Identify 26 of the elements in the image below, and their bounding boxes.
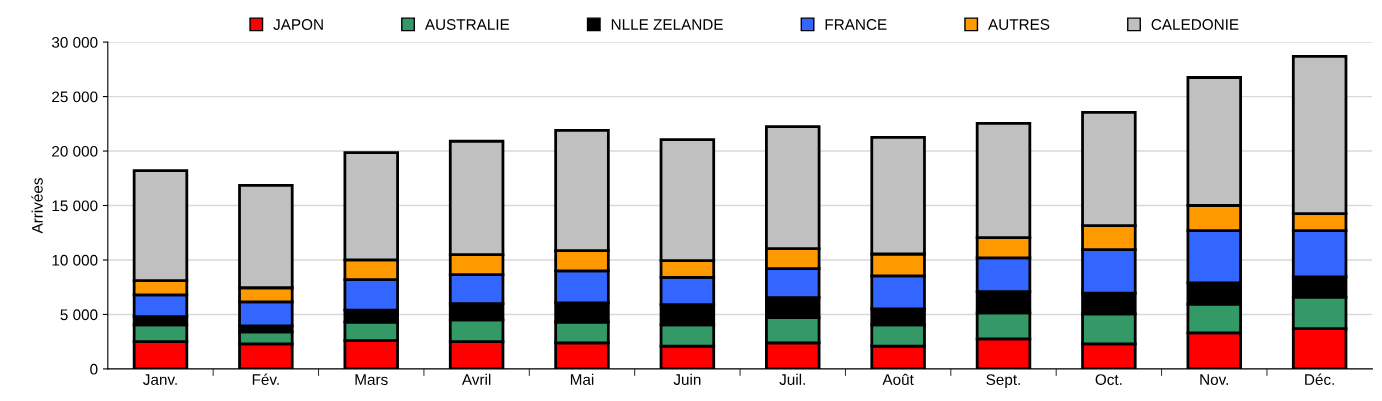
y-tick-label: 10 000 [52, 254, 98, 266]
x-tick-label: Mars [355, 374, 388, 385]
y-tick-label: 20 000 [52, 145, 98, 157]
x-tick-label: Juin [673, 373, 701, 385]
x-tick-label: Fév. [252, 373, 279, 385]
legend-label: FRANCE [825, 19, 887, 30]
x-tick-label: Avril [461, 373, 491, 385]
y-tick-label: 15 000 [52, 200, 98, 212]
y-tick-label: 0 [90, 363, 98, 375]
x-tick-label: Nov. [1200, 374, 1229, 385]
legend-label: AUTRES [988, 19, 1050, 30]
x-tick-label: Janv. [143, 374, 177, 385]
y-tick-label: 25 000 [52, 91, 98, 103]
legend-label: NLLE ZELANDE [611, 19, 723, 30]
legend-label: CALEDONIE [1151, 19, 1239, 30]
x-tick-label: Mai [570, 373, 594, 385]
x-tick-label: Déc. [1305, 373, 1334, 385]
y-tick-label: 5 000 [60, 309, 98, 321]
x-tick-label: Oct. [1095, 374, 1122, 385]
x-tick-label: Juil. [779, 373, 805, 385]
x-tick-label: Sept. [986, 374, 1020, 389]
legend-label: AUSTRALIE [424, 19, 510, 30]
y-axis-title: Arrivées [31, 178, 43, 234]
y-tick-label: 30 000 [51, 36, 98, 48]
x-tick-label: Août [882, 373, 914, 385]
legend-label: JAPON [273, 19, 323, 30]
